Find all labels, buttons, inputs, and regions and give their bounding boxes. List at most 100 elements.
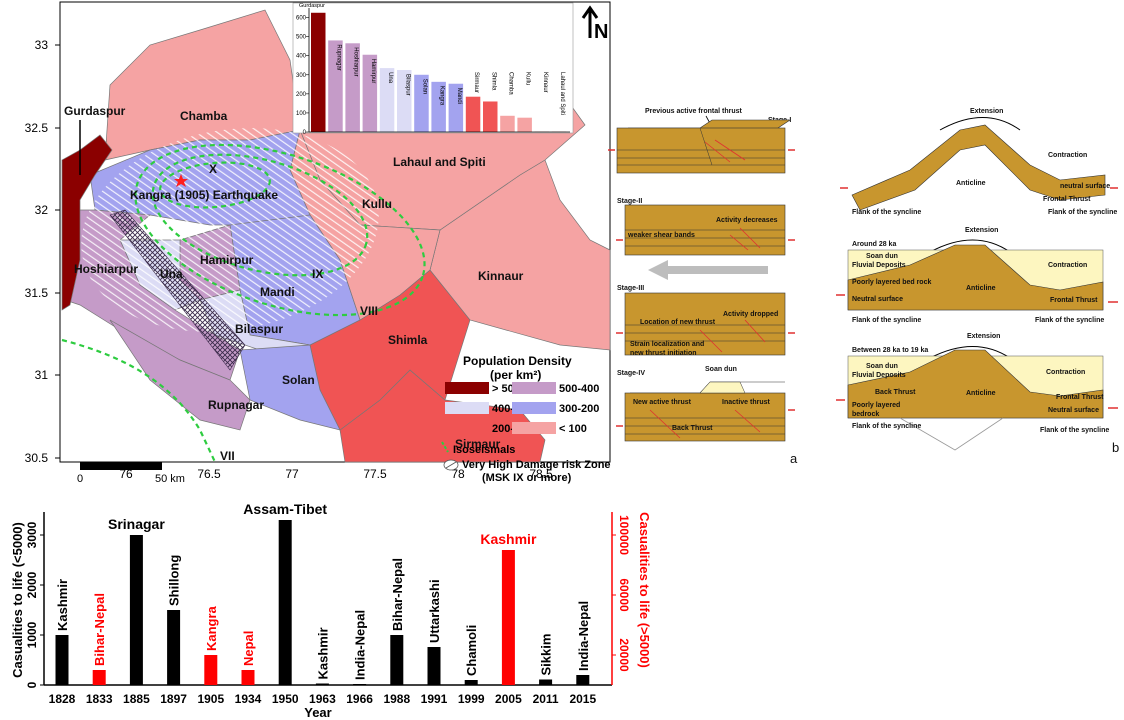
legend-isoseismals: Isoseismals — [453, 444, 515, 456]
label-bilaspur: Bilaspur — [235, 322, 283, 336]
inset-bar-label: Rupnagar — [335, 44, 341, 70]
inset-bar-label: Sirmaur — [473, 72, 479, 93]
casualty-bar — [129, 535, 143, 685]
inset-bar — [397, 70, 412, 132]
casualty-event-label: Kashmir — [55, 579, 70, 631]
legend-swatch-500plus — [445, 382, 489, 394]
casualty-x-tick: 1833 — [86, 692, 113, 706]
label-extension-3: Extension — [967, 333, 1000, 340]
casualty-bar — [55, 635, 69, 685]
casualty-event-label: Shillong — [167, 555, 182, 606]
map-y-ticks: 33 32.5 32 31.5 31 30.5 — [25, 38, 60, 465]
panel-b-letter: b — [1112, 440, 1119, 455]
map-legend: Population Density (per km²) > 500 500-4… — [441, 354, 611, 484]
inset-y-tick: 0 — [303, 130, 307, 136]
casualty-x-tick: 1905 — [197, 692, 224, 706]
label-weaker-bands: weaker shear bands — [627, 232, 695, 239]
district-gurdaspur — [61, 134, 113, 311]
inset-bar-label: Hoshiarpur — [353, 47, 359, 76]
label-chamba: Chamba — [180, 109, 228, 123]
map-x-tick: 76.5 — [197, 467, 221, 481]
inset-y-tick: 600 — [296, 16, 307, 22]
casualty-chart: Casualities to life (<5000) Casualities … — [10, 501, 652, 720]
progression-arrow — [648, 260, 768, 280]
inset-bar-label: Bilaspur — [404, 74, 410, 96]
damage-risk-zone — [81, 128, 379, 332]
inset-bar — [311, 12, 326, 132]
casualty-event-label: Chamoli — [464, 625, 479, 676]
inset-bar — [328, 40, 343, 132]
label-soan-fluvial-2a: Soan dun — [866, 253, 898, 260]
map-y-tick: 31 — [35, 368, 49, 382]
inset-y-tick: 500 — [296, 35, 307, 41]
map-x-tick: 77 — [285, 467, 299, 481]
label-iso-vii: VII — [220, 449, 235, 463]
casualty-ylabel-right: Casualities to life (>5000) — [637, 512, 652, 668]
inset-bar — [431, 81, 446, 132]
inset-bar — [362, 54, 378, 132]
inset-bar — [500, 115, 515, 132]
label-around-28: Around 28 ka — [852, 241, 896, 248]
inset-y-tick: 300 — [296, 73, 307, 79]
panel-b: Extension Contraction Anticline neutral … — [836, 108, 1119, 455]
inset-bar-label: Gurdaspur — [299, 3, 325, 9]
casualty-event-label: Sikkim — [539, 634, 554, 676]
casualty-y-tick-right: 100000 — [617, 515, 631, 555]
label-strain-1: Strain localization and — [630, 341, 704, 348]
label-sirmaur: Sirmaur — [455, 437, 501, 451]
casualty-x-tick: 1991 — [421, 692, 448, 706]
inset-bar-label: Shimla — [490, 72, 496, 91]
inset-bar-label: Solan — [421, 79, 427, 94]
label-frontal-1: Frontal Thrust — [1043, 196, 1091, 203]
inset-y-tick: 100 — [296, 111, 307, 117]
casualty-x-tick: 1966 — [346, 692, 373, 706]
scale-start: 0 — [77, 473, 83, 485]
casualty-bars: 1828 Kashmir 1833 Bihar-Nepal 1885 Srinagar 18… — [49, 501, 597, 706]
label-soan-dun: Soan dun — [705, 366, 737, 373]
district-rupnagar — [109, 319, 251, 431]
fold-row3 — [847, 349, 1104, 419]
label-soan-fluvial-2b: Fluvial Deposits — [852, 262, 906, 269]
inset-bar-label: Kangra — [439, 86, 445, 106]
legend-risk-line1: Very High Damage risk Zone — [462, 459, 611, 471]
inset-bar-label: Mandi — [456, 88, 462, 104]
map-y-tick: 32.5 — [25, 121, 49, 135]
casualty-event-label: Kashmir — [480, 531, 537, 547]
epicenter-star — [174, 174, 188, 187]
map-y-tick: 31.5 — [25, 286, 49, 300]
label-stage4: Stage-IV — [617, 370, 645, 377]
casualty-x-tick: 1963 — [309, 692, 336, 706]
inset-bar-label: Lahaul and Spiti — [559, 72, 565, 115]
label-iso-ix: IX — [312, 267, 323, 281]
casualty-y-tick: 1000 — [25, 621, 39, 648]
map-x-tick: 76 — [119, 467, 133, 481]
inset-bar — [517, 117, 532, 132]
label-poorly-3a: Poorly layered — [852, 402, 900, 409]
inset-bars: Gurdaspur Rupnagar Hoshiarpur Hamirpur Una Bi… — [299, 3, 567, 132]
label-flank-2b: Flank of the syncline — [1035, 317, 1104, 324]
casualty-event-label: Bihar-Nepal — [390, 558, 405, 631]
label-location-new: Location of new thrust — [640, 319, 716, 326]
casualty-event-label: Kangra — [204, 605, 219, 651]
label-strain-2: new thrust initiation — [630, 350, 697, 357]
label-frontal-3: Frontal Thrust — [1056, 394, 1104, 401]
label-back-thrust-a: Back Thrust — [672, 425, 713, 432]
casualty-x-tick: 2011 — [533, 692, 559, 706]
casualty-x-tick: 1934 — [235, 692, 262, 706]
casualty-x-tick: 1885 — [123, 692, 150, 706]
legend-isoseismal-line — [441, 441, 449, 453]
label-neutral-3: Neutral surface — [1048, 407, 1099, 414]
casualty-y-tick: 3000 — [25, 521, 39, 548]
fold-row2 — [847, 244, 1104, 311]
casualty-x-tick: 1950 — [272, 692, 299, 706]
label-flank-3b: Flank of the syncline — [1040, 427, 1109, 434]
panel-a-letter: a — [790, 451, 798, 466]
inset-bar — [448, 83, 464, 132]
inset-chart: Gurdaspur Rupnagar Hoshiarpur Hamirpur Una Bi… — [292, 2, 574, 136]
label-shimla: Shimla — [388, 333, 428, 347]
label-solan: Solan — [282, 373, 315, 387]
label-back-thrust-b: Back Thrust — [875, 389, 916, 396]
label-contraction-1: Contraction — [1048, 152, 1087, 159]
soan-dun-fill — [699, 381, 746, 394]
